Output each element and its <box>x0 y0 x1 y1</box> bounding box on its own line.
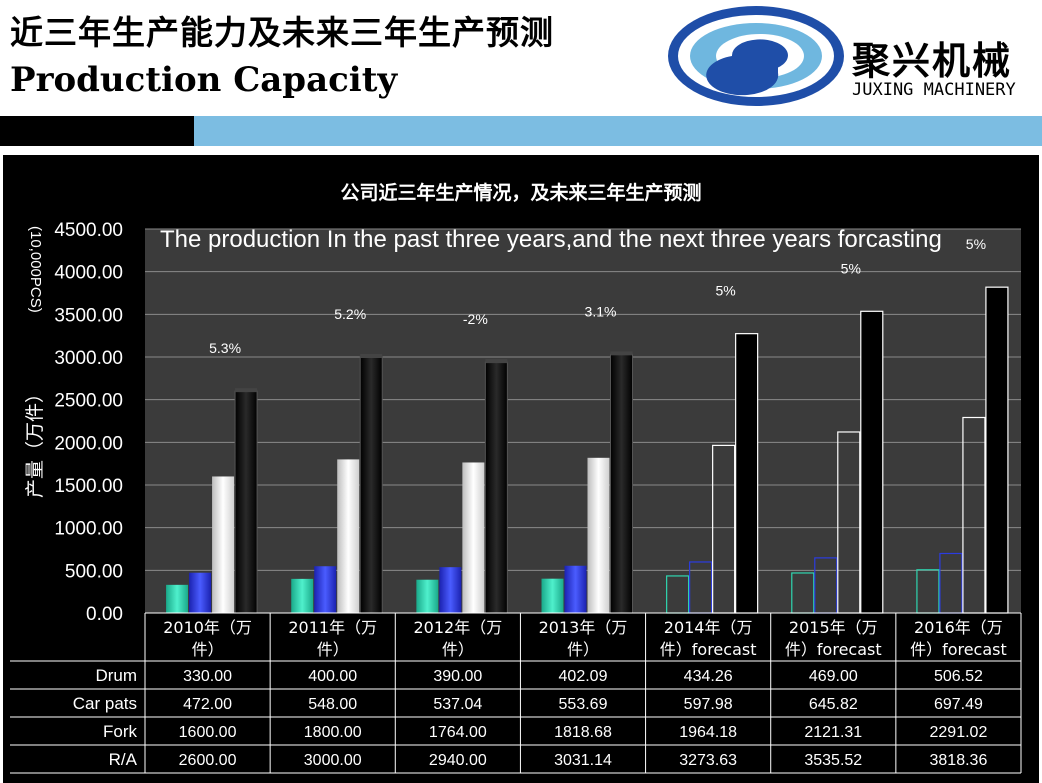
y-tick-label: 4000.00 <box>54 263 123 284</box>
table-cell: 548.00 <box>308 696 357 713</box>
table-cell: 3818.36 <box>930 752 988 769</box>
y-tick-label: 2000.00 <box>54 433 123 454</box>
logo-name-cn: 聚兴机械 <box>852 39 1013 83</box>
table-cell: 553.69 <box>559 696 608 713</box>
table-cell: 390.00 <box>433 668 482 685</box>
category-label: 2014年（万 <box>664 618 753 637</box>
bar-ra-cap <box>360 354 383 358</box>
bar-drum <box>166 584 189 613</box>
table-cell: 2940.00 <box>429 752 487 769</box>
bar-ra-cap <box>235 388 258 393</box>
table-cell: 597.98 <box>684 696 733 713</box>
table-cell: 1764.00 <box>429 724 487 741</box>
bar-fork <box>337 459 360 613</box>
page-title-en: Production Capacity <box>10 60 398 100</box>
growth-label: 5% <box>841 260 861 276</box>
bar-car-pats <box>564 565 587 613</box>
table-cell: 400.00 <box>308 668 357 685</box>
page-title-cn: 近三年生产能力及未来三年生产预测 <box>10 13 554 52</box>
growth-label: 5% <box>966 236 986 252</box>
category-label: 2013年（万 <box>539 618 628 637</box>
y-axis-label: 产量（万件） <box>24 383 46 498</box>
bar-ra-cap <box>485 359 508 364</box>
bar-drum <box>416 579 439 613</box>
chart-title: 公司近三年生产情况，及未来三年生产预测 <box>340 182 702 204</box>
y-tick-label: 3000.00 <box>54 348 123 369</box>
y-tick-label: 4500.00 <box>54 220 123 241</box>
bar-fork <box>462 462 485 613</box>
table-cell: 330.00 <box>183 668 232 685</box>
bar-ra <box>610 353 633 614</box>
category-label: 件）forecast <box>660 640 757 659</box>
category-label: 2012年（万 <box>413 618 502 637</box>
company-logo-icon <box>668 6 844 106</box>
bar-ra-cap <box>610 351 633 356</box>
table-cell: 2600.00 <box>179 752 237 769</box>
y-tick-label: 1500.00 <box>54 476 123 497</box>
bar-ra <box>234 390 258 614</box>
table-cell: 1818.68 <box>554 724 612 741</box>
table-cell: 537.04 <box>433 696 482 713</box>
y-tick-label: 1000.00 <box>54 519 123 540</box>
table-cell: 645.82 <box>809 696 858 713</box>
table-cell: 1800.00 <box>304 724 362 741</box>
bar-fork <box>587 457 610 613</box>
table-cell: 3535.52 <box>804 752 862 769</box>
y-tick-label: 3500.00 <box>54 305 123 326</box>
category-label: 件）forecast <box>785 640 882 659</box>
table-cell: 3000.00 <box>304 752 362 769</box>
table-cell: 2291.02 <box>930 724 988 741</box>
table-cell: 3273.63 <box>679 752 737 769</box>
growth-label: 5.2% <box>334 306 366 322</box>
logo-name-en: JUXING MACHINERY <box>852 80 1016 100</box>
bar-ra <box>985 286 1009 614</box>
series-name: Fork <box>103 722 138 741</box>
category-label: 件）forecast <box>910 640 1007 659</box>
bar-car-pats <box>189 572 212 613</box>
table-cell: 3031.14 <box>554 752 612 769</box>
category-label: 件） <box>442 640 474 659</box>
table-cell: 2121.31 <box>804 724 862 741</box>
category-label: 件） <box>192 640 224 659</box>
bar-car-pats <box>314 566 337 613</box>
bar-ra <box>484 361 508 614</box>
series-name: R/A <box>109 750 138 769</box>
category-label: 2015年（万 <box>789 618 878 637</box>
bar-car-pats <box>439 567 462 613</box>
table-cell: 1600.00 <box>179 724 237 741</box>
table-cell: 1964.18 <box>679 724 737 741</box>
category-label: 2010年（万 <box>163 618 252 637</box>
category-label: 件） <box>567 640 599 659</box>
growth-label: 5% <box>716 283 736 299</box>
header-divider-blue <box>194 116 1042 146</box>
y-tick-label: 0.00 <box>86 604 123 625</box>
table-cell: 469.00 <box>809 668 858 685</box>
series-name: Car pats <box>73 694 137 713</box>
table-cell: 506.52 <box>934 668 983 685</box>
category-label: 2016年（万 <box>914 618 1003 637</box>
header-divider-black <box>0 116 194 146</box>
growth-label: 5.3% <box>209 340 241 356</box>
growth-label: 3.1% <box>585 303 617 319</box>
bar-drum <box>541 578 564 613</box>
y-tick-label: 2500.00 <box>54 391 123 412</box>
bar-ra <box>860 310 884 614</box>
plot-area <box>145 229 1021 613</box>
table-cell: 434.26 <box>684 668 733 685</box>
chart-subtitle: The production In the past three years,a… <box>160 226 942 253</box>
category-label: 2011年（万 <box>288 618 377 637</box>
bar-drum <box>291 578 314 613</box>
bar-ra <box>735 333 759 614</box>
table-cell: 402.09 <box>559 668 608 685</box>
y-tick-label: 500.00 <box>65 561 123 582</box>
table-cell: 472.00 <box>183 696 232 713</box>
bar-fork <box>212 476 235 613</box>
growth-label: -2% <box>463 311 488 327</box>
y-axis-unit: (10,000PCS) <box>27 226 44 313</box>
bar-ra <box>359 356 383 614</box>
category-label: 件） <box>317 640 349 659</box>
series-name: Drum <box>95 666 137 685</box>
table-cell: 697.49 <box>934 696 983 713</box>
